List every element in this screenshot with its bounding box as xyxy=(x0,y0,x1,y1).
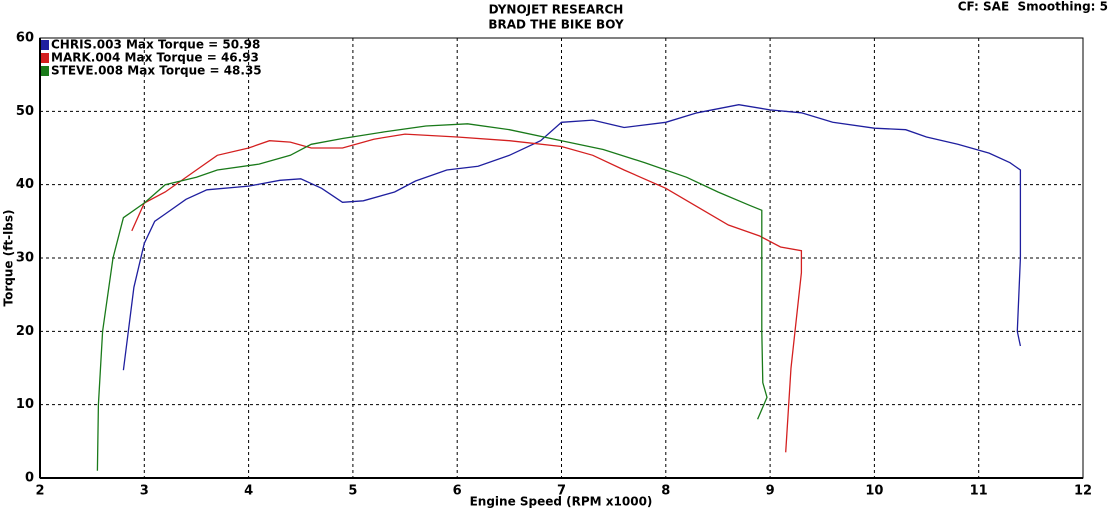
legend-swatch xyxy=(41,53,49,63)
y-tick-label: 50 xyxy=(16,104,34,119)
series-line xyxy=(131,133,803,453)
y-axis-label: Torque (ft-lbs) xyxy=(2,210,16,307)
x-tick-label: 4 xyxy=(244,484,253,499)
x-tick-label: 7 xyxy=(557,484,566,499)
y-tick-label: 20 xyxy=(16,324,34,339)
legend-label: MARK.004 Max Torque = 46.93 xyxy=(51,51,259,65)
x-tick-label: 11 xyxy=(970,484,988,499)
legend-swatch xyxy=(41,66,49,76)
y-tick-label: 30 xyxy=(16,251,34,266)
x-tick-label: 5 xyxy=(348,484,357,499)
x-tick-label: 12 xyxy=(1074,484,1092,499)
series-line xyxy=(122,104,1022,371)
chart-title: DYNOJET RESEARCH xyxy=(489,3,624,17)
x-axis-label: Engine Speed (RPM x1000) xyxy=(470,495,653,509)
x-tick-label: 6 xyxy=(453,484,462,499)
legend-label: STEVE.008 Max Torque = 48.35 xyxy=(51,64,262,78)
x-tick-label: 10 xyxy=(865,484,883,499)
x-tick-label: 9 xyxy=(766,484,775,499)
legend-label: CHRIS.003 Max Torque = 50.98 xyxy=(51,38,260,52)
legend-swatch xyxy=(41,40,49,50)
series-line xyxy=(96,123,768,471)
chart-subtitle: BRAD THE BIKE BOY xyxy=(488,18,624,32)
y-tick-label: 60 xyxy=(16,31,34,46)
y-tick-label: 10 xyxy=(16,397,34,412)
y-tick-label: 0 xyxy=(25,471,34,486)
x-tick-label: 3 xyxy=(140,484,149,499)
x-tick-label: 2 xyxy=(35,484,44,499)
y-tick-label: 40 xyxy=(16,177,34,192)
annotation: CF: SAE Smoothing: 5 xyxy=(958,0,1108,14)
x-tick-label: 8 xyxy=(661,484,670,499)
